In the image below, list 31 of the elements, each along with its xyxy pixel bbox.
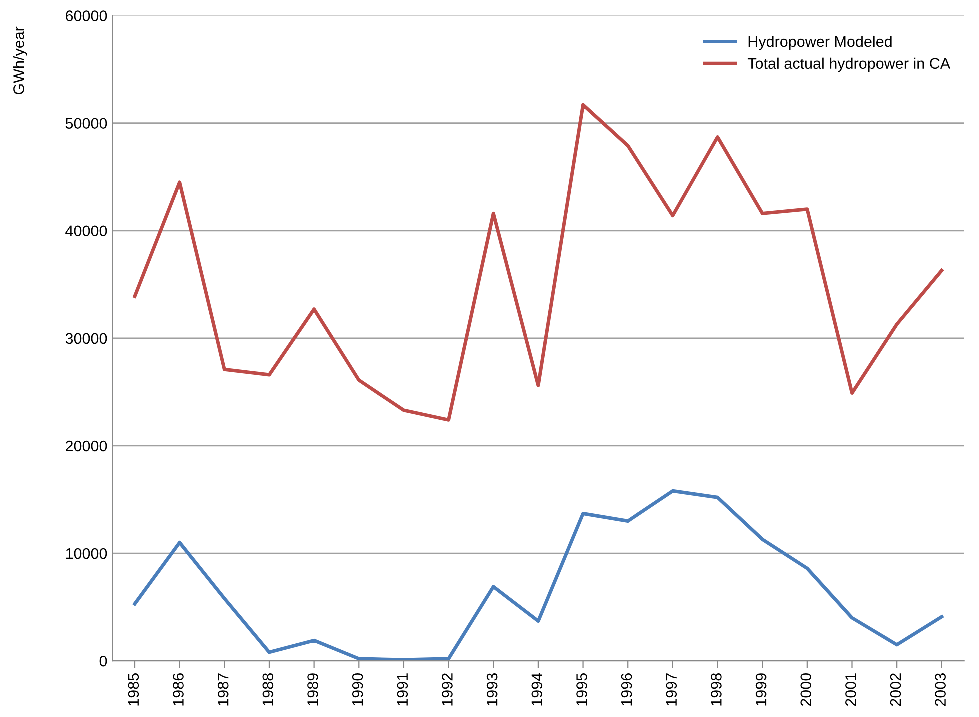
line-series	[133, 489, 944, 662]
x-tick-label: 1994	[532, 673, 543, 706]
x-tick-label: 1990	[352, 673, 364, 706]
y-tick-label: 30000	[66, 333, 108, 344]
x-tick-label: 1993	[486, 674, 498, 706]
x-tick-label: 2000	[800, 673, 812, 706]
x-tick-label: 1991	[397, 674, 408, 706]
y-axis-title: GWh/year	[13, 26, 28, 95]
y-tick-label: 10000	[66, 548, 108, 560]
x-tick-label: 2002	[890, 674, 902, 706]
x-tick-label: 1999	[756, 674, 767, 706]
line-series	[133, 103, 944, 422]
x-tick-label: 1992	[442, 674, 453, 706]
x-tick-label: 1985	[128, 674, 140, 706]
x-tick-label: 1995	[576, 674, 588, 706]
x-tick-label: 2003	[935, 674, 946, 706]
legend-label: Hydropower Modeled	[748, 36, 892, 50]
x-tick-label: 1998	[711, 674, 722, 706]
x-tick-label: 1989	[308, 674, 318, 706]
x-tick-label: 1997	[666, 674, 678, 706]
x-tick-label: 1987	[218, 674, 229, 706]
y-tick-label: 50000	[66, 118, 108, 130]
x-tick-label: 1986	[173, 674, 184, 706]
x-tick-label: 1988	[262, 674, 274, 706]
legend-label: Total actual hydropower in CA	[748, 58, 951, 72]
y-tick-label: 20000	[66, 440, 108, 452]
y-tick-label: 40000	[66, 226, 108, 237]
y-tick-label: 60000	[66, 10, 108, 22]
x-tick-label: 1996	[621, 674, 632, 706]
x-tick-label: 2001	[846, 674, 856, 706]
y-tick-label: 0	[100, 656, 108, 667]
